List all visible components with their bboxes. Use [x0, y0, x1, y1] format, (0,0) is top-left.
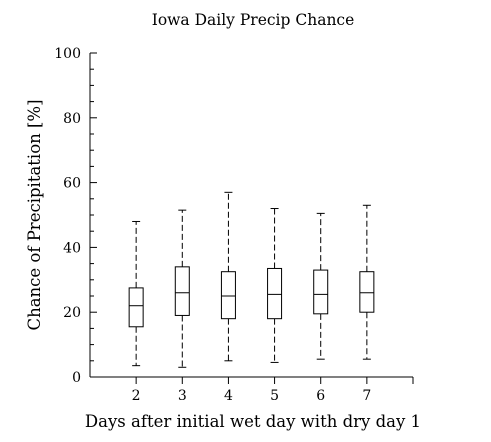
box-day-3	[174, 209, 190, 368]
box-day-4	[220, 191, 236, 362]
axes	[89, 52, 414, 384]
y-tick-label: 40	[63, 240, 81, 256]
x-tick-label: 5	[270, 388, 279, 404]
x-tick-label: 3	[178, 388, 187, 404]
box-day-5	[267, 208, 283, 363]
y-tick-label: 100	[54, 46, 81, 62]
x-axis-label: Days after initial wet day with dry day …	[85, 412, 421, 431]
box-iqr	[174, 266, 190, 316]
chart-title: Iowa Daily Precip Chance	[152, 11, 355, 29]
x-tick-label: 6	[316, 388, 325, 404]
box-iqr	[313, 269, 329, 315]
tick-labels: 0 20 40 60 80 100 2 3 4 5 6 7	[54, 46, 371, 404]
y-axis-label: Chance of Precipitation [%]	[25, 99, 44, 330]
y-tick-label: 0	[72, 370, 81, 386]
y-tick-label: 60	[63, 176, 81, 192]
boxes	[128, 191, 375, 368]
box-iqr	[220, 271, 236, 320]
y-tick-label: 80	[63, 111, 81, 127]
box-iqr	[267, 267, 283, 320]
y-tick-label: 20	[63, 305, 81, 321]
box-iqr	[359, 271, 375, 313]
box-day-2	[128, 220, 144, 367]
box-day-7	[359, 204, 375, 360]
box-iqr	[128, 287, 144, 328]
x-tick-label: 7	[362, 388, 371, 404]
x-tick-label: 2	[132, 388, 141, 404]
box-day-6	[313, 212, 329, 360]
x-tick-label: 4	[224, 388, 233, 404]
